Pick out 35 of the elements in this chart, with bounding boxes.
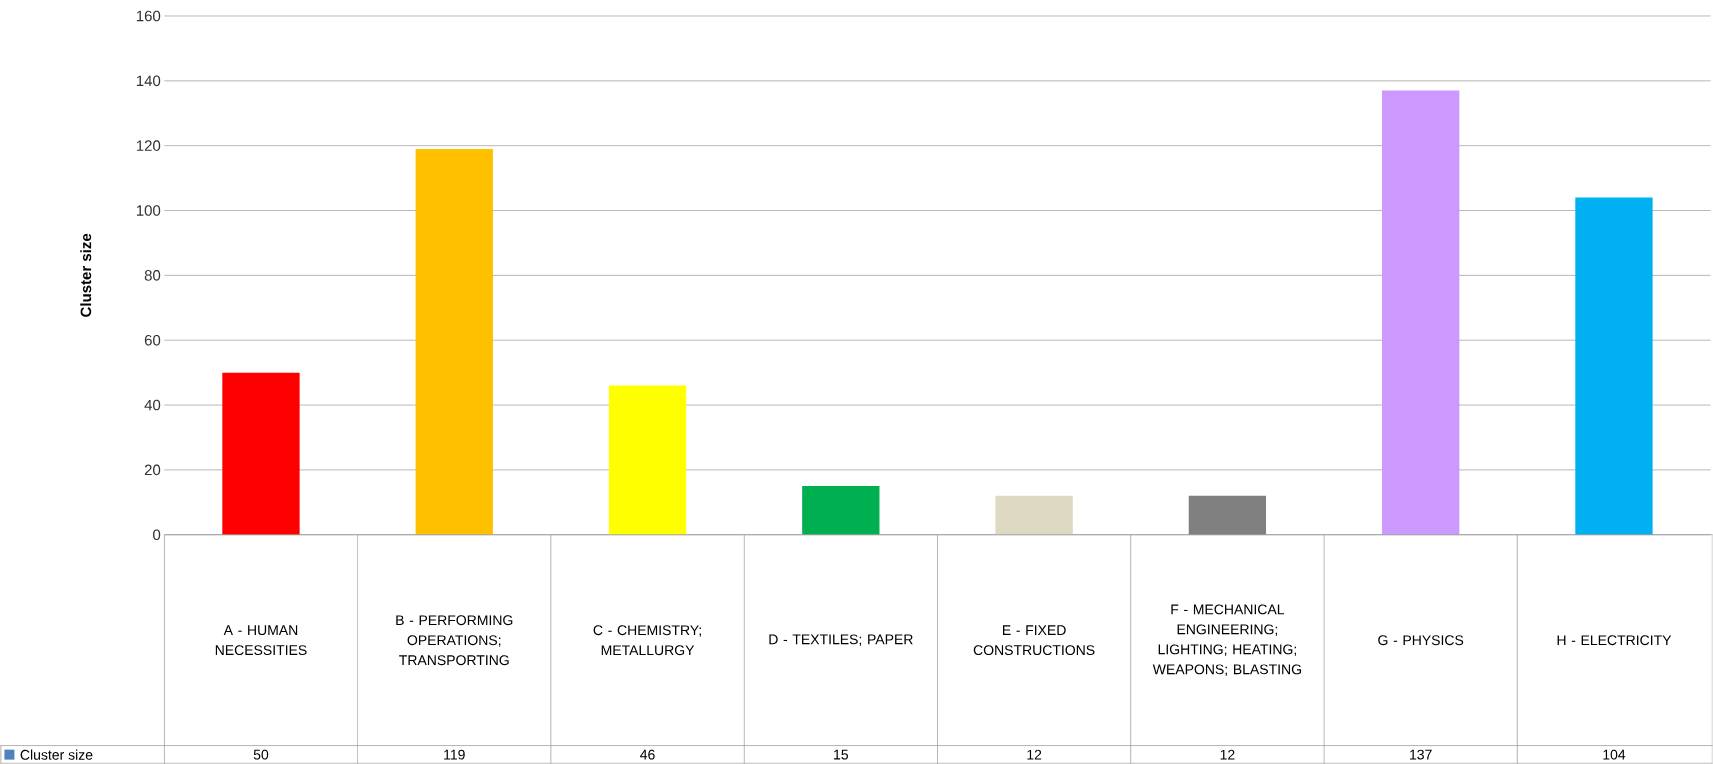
x-tick-label: B - PERFORMING OPERATIONS; TRANSPORTING (396, 615, 513, 666)
data-label: 46 (640, 749, 655, 760)
bar (1382, 90, 1460, 535)
bar (995, 495, 1073, 535)
data-label: 137 (1410, 749, 1432, 760)
data-label: 12 (1027, 749, 1042, 760)
y-tick-label: 120 (136, 140, 161, 151)
bar (608, 385, 687, 535)
data-label: 15 (834, 749, 849, 760)
y-tick-label: 40 (144, 399, 161, 411)
data-label: 119 (444, 749, 465, 760)
bar (222, 372, 300, 535)
data-label: 50 (253, 749, 269, 760)
x-tick-label: D - TEXTILES; PAPER (769, 634, 913, 646)
x-tick-label: F - MECHANICAL ENGINEERING; LIGHTING; HEATING; WEAPONS; BLASTING (1152, 604, 1301, 676)
x-tick-label: C - CHEMISTRY; METALLURGY (593, 625, 701, 656)
x-tick-label: H - ELECTRICITY (1557, 635, 1672, 646)
y-tick-label: 20 (144, 464, 161, 476)
x-tick-label: G - PHYSICS (1378, 635, 1464, 646)
x-tick-label: A - HUMAN NECESSITIES (215, 625, 307, 656)
y-tick-label: 160 (136, 10, 161, 22)
data-label: 104 (1603, 749, 1626, 760)
data-label: 12 (1220, 749, 1235, 760)
x-tick-label: E - FIXED CONSTRUCTIONS (973, 625, 1095, 656)
text: Cluster size (20, 749, 93, 760)
y-tick-label: 140 (136, 75, 161, 87)
y-axis-title: Cluster size (80, 233, 92, 317)
bar (415, 148, 493, 535)
y-tick-label: 60 (144, 334, 161, 346)
bar (1188, 495, 1267, 535)
bar (802, 486, 880, 535)
bar (1575, 197, 1653, 535)
y-tick-label: 0 (153, 529, 161, 541)
y-tick-label: 100 (136, 205, 161, 216)
y-tick-label: 80 (144, 270, 161, 281)
